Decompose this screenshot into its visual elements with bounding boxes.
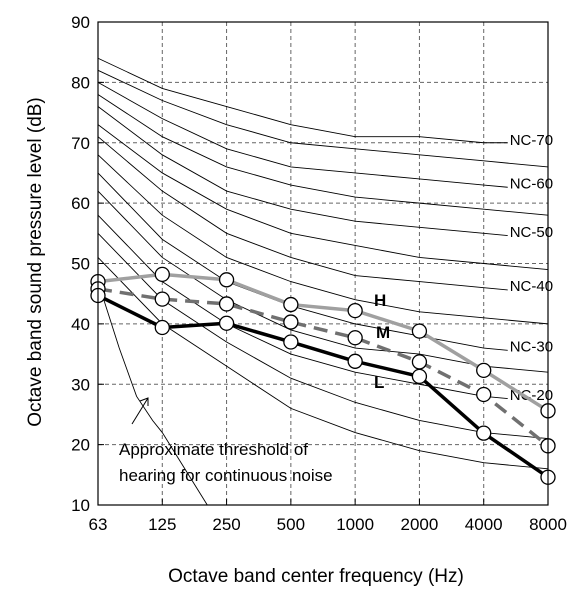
nc-label-background: [507, 387, 566, 403]
series-point-L: [347, 353, 363, 369]
nc-label-background: [507, 176, 566, 192]
x-tick-label: 2000: [401, 515, 439, 534]
x-tick-label: 250: [212, 515, 240, 534]
y-tick-label: 20: [71, 436, 90, 455]
nc-curve-label: NC-40: [510, 278, 553, 295]
threshold-annotation-line-2: hearing for continuous noise: [119, 466, 333, 485]
y-tick-label: 40: [71, 315, 90, 334]
y-tick-label: 10: [71, 496, 90, 515]
nc-curve: [97, 190, 549, 373]
threshold-annotation-arrow: [131, 397, 149, 425]
series-point-L: [476, 425, 492, 441]
x-tick-label: 125: [148, 515, 176, 534]
series-label-M: M: [376, 323, 390, 342]
nc-label-background: [507, 224, 566, 240]
series-line-H: [97, 272, 549, 413]
series-point-L: [154, 319, 170, 336]
x-axis-title: Octave band center frequency (Hz): [168, 566, 464, 587]
nc-curve: [97, 136, 549, 295]
series-point-M: [411, 354, 428, 370]
nc-curve: [97, 69, 549, 168]
nc-curve: [97, 57, 548, 144]
series-point-L: [411, 368, 428, 385]
nc-curve: [97, 94, 549, 216]
nc-curves: NC-20 NC-30 NC-40 NC-50 NC-60 NC-70: [97, 57, 566, 470]
x-tick-label: 4000: [465, 515, 503, 534]
threshold-curve-line: [97, 281, 208, 506]
series-point-M: [347, 330, 363, 346]
nc-curve-label: NC-70: [510, 132, 553, 149]
series-point-M: [218, 296, 235, 312]
y-tick-label: 90: [71, 13, 90, 32]
nc-label-background: [507, 339, 566, 355]
threshold-curve: [97, 281, 208, 506]
nc-curve: [97, 81, 549, 192]
x-tick-label: 1000: [336, 515, 374, 534]
x-tick-label: 63: [89, 515, 108, 534]
x-tick-label: 500: [277, 515, 305, 534]
threshold-annotation-line-1: Approximate threshold of: [119, 440, 308, 459]
y-tick-label: 60: [71, 194, 90, 213]
nc-label-background: [507, 132, 566, 148]
nc-curve: [97, 232, 549, 440]
y-tick-label: 70: [71, 134, 90, 153]
nc-curve: [97, 124, 549, 270]
series-point-L: [283, 334, 299, 350]
nc-curve: [97, 172, 549, 355]
nc-label-background: [507, 279, 566, 295]
series-point-H: [218, 272, 235, 288]
y-tick-label: 80: [71, 73, 90, 92]
series-point-L: [218, 315, 235, 331]
nc-curve-label: NC-20: [510, 387, 553, 404]
y-tick-label: 30: [71, 375, 90, 394]
series-point-M: [283, 314, 299, 330]
nc-curve: [97, 154, 549, 325]
series-point-M: [476, 386, 492, 403]
annotation-arrow-head: [139, 397, 149, 406]
series-point-M: [154, 291, 170, 307]
series-point-H: [476, 362, 492, 379]
axes: 10 20 30 40 50 60 70 80 90 63 125 250 500 1000 2000 400…: [71, 13, 567, 534]
series-label-L: L: [374, 373, 384, 392]
series-line-M: [97, 287, 550, 448]
annotation-arrow-shaft: [131, 397, 149, 425]
series-line-L: [97, 293, 549, 479]
nc-curve: [97, 214, 549, 403]
series-point-H: [347, 302, 363, 319]
nc-curve-label: NC-50: [510, 224, 553, 241]
series-label-H: H: [374, 291, 386, 310]
y-axis-title: Octave band sound pressure level (dB): [25, 97, 46, 427]
x-tick-label: 8000: [529, 515, 567, 534]
y-tick-label: 50: [71, 255, 90, 274]
series-point-H: [283, 296, 299, 313]
series-point-H: [411, 323, 428, 339]
nc-curve-label: NC-30: [510, 339, 553, 356]
nc-curve-label: NC-60: [510, 176, 553, 193]
nc-curve: [97, 106, 549, 240]
series-point-H: [154, 266, 170, 283]
nc-curve: [97, 257, 549, 470]
